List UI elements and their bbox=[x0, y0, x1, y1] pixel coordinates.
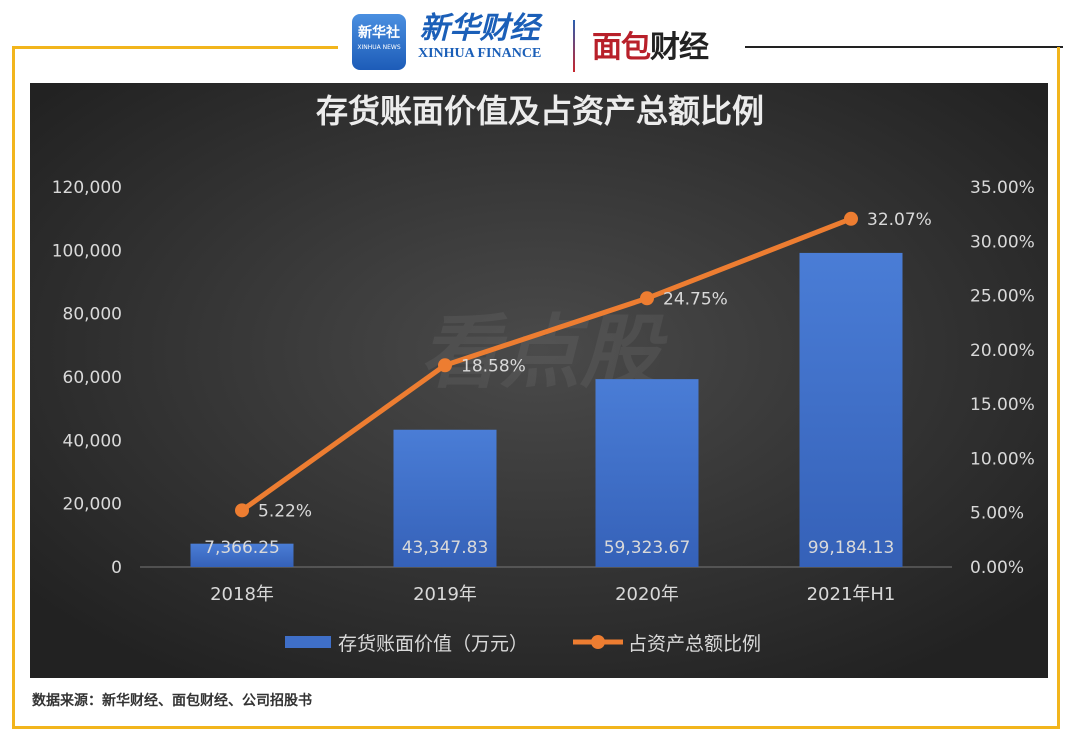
right-tick-label: 35.00% bbox=[970, 178, 1035, 198]
x-tick-label: 2020年 bbox=[615, 584, 679, 605]
left-tick-label: 80,000 bbox=[63, 305, 122, 325]
xinhua-logo-text: 新华社 bbox=[358, 25, 400, 41]
bar-label: 99,184.13 bbox=[808, 538, 895, 558]
bar bbox=[799, 252, 903, 567]
logo-divider bbox=[573, 20, 575, 72]
xinhua-finance-logo: 新华财经 XINHUA FINANCE bbox=[418, 12, 541, 62]
x-tick-label: 2018年 bbox=[210, 584, 274, 605]
left-tick-label: 0 bbox=[111, 558, 122, 578]
right-tick-label: 20.00% bbox=[970, 341, 1035, 361]
left-tick-label: 100,000 bbox=[52, 241, 122, 261]
mianbao-logo: 面包财经 bbox=[592, 22, 709, 66]
bar bbox=[190, 543, 294, 567]
right-tick-label: 25.00% bbox=[970, 287, 1035, 307]
xinhua-finance-en: XINHUA FINANCE bbox=[418, 46, 542, 61]
ratio-label: 24.75% bbox=[663, 289, 728, 309]
xinhua-finance-cn: 新华财经 bbox=[419, 11, 540, 46]
left-tick-label: 60,000 bbox=[63, 368, 122, 388]
ratio-label: 32.07% bbox=[867, 210, 932, 230]
legend-bar-label: 存货账面价值（万元） bbox=[338, 633, 528, 655]
right-tick-label: 10.00% bbox=[970, 449, 1035, 469]
left-tick-label: 20,000 bbox=[63, 495, 122, 515]
right-tick-label: 0.00% bbox=[970, 558, 1024, 578]
ratio-line bbox=[240, 216, 852, 513]
legend-bar-swatch bbox=[285, 636, 331, 648]
mianbao-logo-b: 财经 bbox=[650, 30, 709, 65]
right-tick-label: 30.00% bbox=[970, 232, 1035, 252]
bar-label: 59,323.67 bbox=[604, 538, 691, 558]
legend-line-marker bbox=[591, 635, 605, 649]
xinhua-logo-sub: XINHUA NEWS bbox=[357, 44, 401, 51]
bar-label: 43,347.83 bbox=[402, 538, 489, 558]
ratio-point bbox=[438, 358, 452, 373]
data-source: 数据来源：新华财经、面包财经、公司招股书 bbox=[32, 693, 312, 709]
x-tick-label: 2021年H1 bbox=[807, 584, 896, 605]
right-tick-label: 5.00% bbox=[970, 504, 1024, 524]
ratio-point bbox=[844, 211, 858, 226]
x-tick-label: 2019年 bbox=[413, 584, 477, 605]
frame-top-line bbox=[12, 46, 338, 49]
legend-line-label: 占资产总额比例 bbox=[628, 633, 761, 655]
ratio-point bbox=[640, 291, 654, 306]
chart-title: 存货账面价值及占资产总额比例 bbox=[316, 92, 764, 130]
bar-label: 7,366.25 bbox=[204, 538, 280, 558]
xinhua-logo: 新华社 XINHUA NEWS bbox=[352, 14, 406, 70]
left-tick-label: 40,000 bbox=[63, 431, 122, 451]
mianbao-logo-a: 面包 bbox=[592, 30, 651, 65]
ratio-label: 5.22% bbox=[258, 501, 312, 521]
bar bbox=[393, 429, 497, 567]
right-tick-label: 15.00% bbox=[970, 395, 1035, 415]
ratio-point bbox=[235, 503, 249, 518]
left-tick-label: 120,000 bbox=[52, 178, 122, 198]
frame-top-line-right bbox=[745, 46, 1063, 48]
bar bbox=[595, 379, 699, 567]
frame bbox=[12, 47, 1060, 729]
ratio-label: 18.58% bbox=[461, 356, 526, 376]
